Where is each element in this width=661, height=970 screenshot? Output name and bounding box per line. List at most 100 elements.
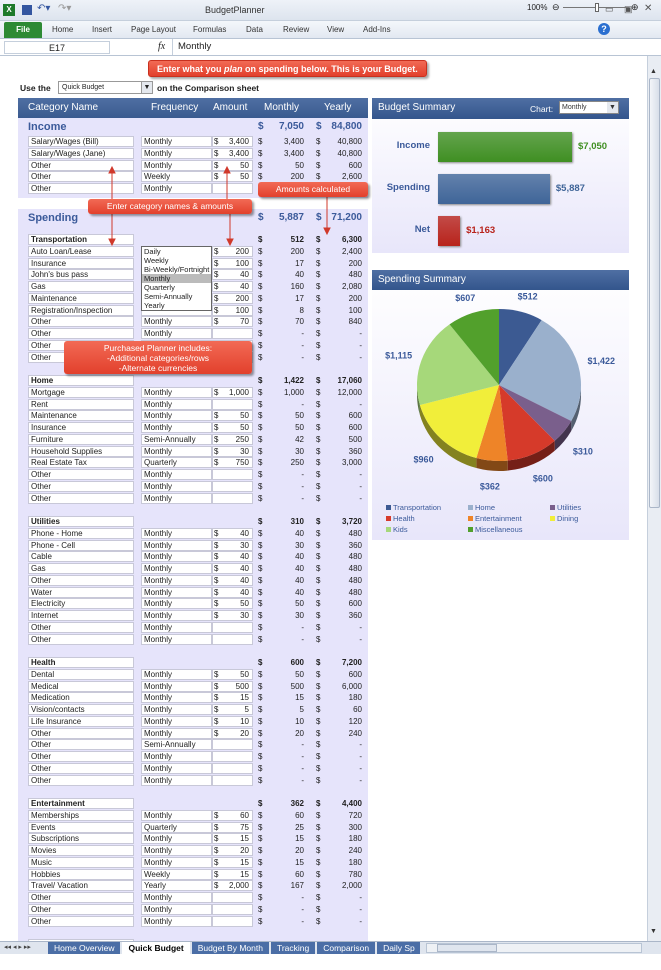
zoom-out-icon[interactable]: ⊖ bbox=[552, 2, 560, 12]
amount-cell[interactable] bbox=[212, 480, 253, 492]
category-name-cell[interactable]: Mortgage bbox=[28, 386, 134, 398]
amount-cell[interactable] bbox=[212, 136, 253, 147]
sheet-tab[interactable]: Quick Budget bbox=[122, 942, 190, 954]
category-name-cell[interactable]: Gas bbox=[28, 281, 134, 292]
tab-nav-icons[interactable]: ◂◂ ◂ ▸ ▸▸ bbox=[4, 944, 31, 951]
frequency-cell[interactable]: Monthly bbox=[141, 539, 212, 551]
zoom-level[interactable]: 100% bbox=[527, 3, 548, 12]
frequency-cell[interactable]: Monthly bbox=[141, 621, 212, 633]
vertical-scrollbar[interactable]: ▲ ▼ bbox=[647, 56, 661, 941]
frequency-cell[interactable]: Monthly bbox=[141, 386, 212, 398]
category-name-cell[interactable]: Real Estate Tax bbox=[28, 457, 134, 469]
frequency-cell[interactable]: Monthly bbox=[141, 480, 212, 492]
amount-cell[interactable] bbox=[212, 727, 253, 739]
dropdown-option[interactable]: Quarterly bbox=[144, 283, 175, 292]
category-name-cell[interactable]: Memberships bbox=[28, 809, 134, 821]
sheet-tab[interactable]: Tracking bbox=[270, 942, 316, 954]
scroll-up-icon[interactable]: ▲ bbox=[650, 68, 657, 75]
category-name-cell[interactable]: Medication bbox=[28, 692, 134, 704]
amount-cell[interactable] bbox=[212, 539, 253, 551]
amount-cell[interactable] bbox=[212, 269, 253, 281]
amount-cell[interactable] bbox=[212, 598, 253, 610]
frequency-cell[interactable]: Monthly bbox=[141, 715, 212, 727]
category-name-cell[interactable]: Insurance bbox=[28, 422, 134, 433]
category-name-cell[interactable]: Furniture bbox=[28, 433, 134, 445]
category-name-cell[interactable]: Registration/Inspection bbox=[28, 304, 134, 316]
category-name-cell[interactable]: Salary/Wages (Bill) bbox=[28, 136, 134, 147]
frequency-cell[interactable]: Monthly bbox=[141, 680, 212, 692]
frequency-cell[interactable]: Monthly bbox=[141, 422, 212, 433]
frequency-cell[interactable]: Monthly bbox=[141, 903, 212, 915]
frequency-cell[interactable]: Monthly bbox=[141, 398, 212, 410]
horizontal-scrollbar[interactable] bbox=[426, 943, 642, 953]
amount-cell[interactable] bbox=[212, 633, 253, 645]
chevron-down-icon[interactable]: ▼ bbox=[607, 102, 618, 113]
category-name-cell[interactable]: Vision/contacts bbox=[28, 704, 134, 715]
amount-cell[interactable] bbox=[212, 316, 253, 328]
amount-cell[interactable] bbox=[212, 833, 253, 845]
frequency-cell[interactable]: Monthly bbox=[141, 159, 212, 171]
amount-cell[interactable] bbox=[212, 171, 253, 183]
amount-cell[interactable] bbox=[212, 762, 253, 774]
amount-cell[interactable] bbox=[212, 610, 253, 621]
dropdown-option[interactable]: Semi-Annually bbox=[144, 292, 193, 301]
frequency-cell[interactable]: Monthly bbox=[141, 183, 212, 194]
amount-cell[interactable] bbox=[212, 774, 253, 786]
tab-formulas[interactable]: Formulas bbox=[193, 25, 227, 34]
category-name-cell[interactable]: Insurance bbox=[28, 257, 134, 269]
amount-cell[interactable] bbox=[212, 821, 253, 833]
frequency-cell[interactable]: Monthly bbox=[141, 668, 212, 680]
amount-cell[interactable] bbox=[212, 692, 253, 704]
frequency-cell[interactable]: Monthly bbox=[141, 328, 212, 339]
amount-cell[interactable] bbox=[212, 445, 253, 457]
category-name-cell[interactable]: Other bbox=[28, 328, 134, 339]
amount-cell[interactable] bbox=[212, 856, 253, 868]
amount-cell[interactable] bbox=[212, 892, 253, 903]
category-name-cell[interactable]: Other bbox=[28, 727, 134, 739]
tab-add-ins[interactable]: Add-Ins bbox=[363, 25, 391, 34]
category-name-cell[interactable]: Other bbox=[28, 751, 134, 762]
amount-cell[interactable] bbox=[212, 621, 253, 633]
category-name-cell[interactable]: Other bbox=[28, 903, 134, 915]
frequency-cell[interactable]: Monthly bbox=[141, 751, 212, 762]
amount-cell[interactable] bbox=[212, 492, 253, 504]
frequency-cell[interactable]: Quarterly bbox=[141, 457, 212, 469]
amount-cell[interactable] bbox=[212, 245, 253, 257]
amount-cell[interactable] bbox=[212, 751, 253, 762]
amount-cell[interactable] bbox=[212, 574, 253, 586]
zoom-slider[interactable] bbox=[563, 3, 629, 12]
name-box[interactable]: E17 bbox=[4, 41, 110, 54]
amount-cell[interactable] bbox=[212, 668, 253, 680]
fx-icon[interactable]: fx bbox=[158, 41, 166, 52]
category-name-cell[interactable]: Other bbox=[28, 774, 134, 786]
frequency-cell[interactable]: Monthly bbox=[141, 136, 212, 147]
frequency-cell[interactable]: Monthly bbox=[141, 610, 212, 621]
frequency-cell[interactable]: Monthly bbox=[141, 492, 212, 504]
sheet-tab[interactable]: Home Overview bbox=[48, 942, 121, 954]
category-name-cell[interactable]: Phone - Cell bbox=[28, 539, 134, 551]
frequency-cell[interactable]: Monthly bbox=[141, 469, 212, 480]
amount-cell[interactable] bbox=[212, 183, 253, 194]
tab-file[interactable]: File bbox=[4, 22, 42, 38]
amount-cell[interactable] bbox=[212, 159, 253, 171]
frequency-cell[interactable]: Monthly bbox=[141, 704, 212, 715]
amount-cell[interactable] bbox=[212, 680, 253, 692]
hscroll-thumb[interactable] bbox=[437, 944, 497, 952]
amount-cell[interactable] bbox=[212, 386, 253, 398]
frequency-dropdown-list[interactable]: Daily Weekly Bi-Weekly/Fortnight Monthly Qua… bbox=[141, 246, 212, 311]
frequency-cell[interactable]: Monthly bbox=[141, 410, 212, 422]
category-name-cell[interactable]: Gas bbox=[28, 563, 134, 574]
undo-icon[interactable]: ↶▾ bbox=[37, 3, 51, 14]
amount-cell[interactable] bbox=[212, 715, 253, 727]
category-name-cell[interactable]: Salary/Wages (Jane) bbox=[28, 147, 134, 159]
category-name-cell[interactable]: Other bbox=[28, 480, 134, 492]
frequency-cell[interactable]: Monthly bbox=[141, 527, 212, 539]
category-name-cell[interactable]: Other bbox=[28, 159, 134, 171]
close-button[interactable]: ✕ bbox=[644, 3, 653, 14]
frequency-cell[interactable]: Monthly bbox=[141, 633, 212, 645]
frequency-cell[interactable]: Monthly bbox=[141, 856, 212, 868]
frequency-cell[interactable]: Weekly bbox=[141, 868, 212, 880]
category-name-cell[interactable]: Travel/ Vacation bbox=[28, 880, 134, 892]
category-name-cell[interactable]: Other bbox=[28, 621, 134, 633]
amount-cell[interactable] bbox=[212, 147, 253, 159]
